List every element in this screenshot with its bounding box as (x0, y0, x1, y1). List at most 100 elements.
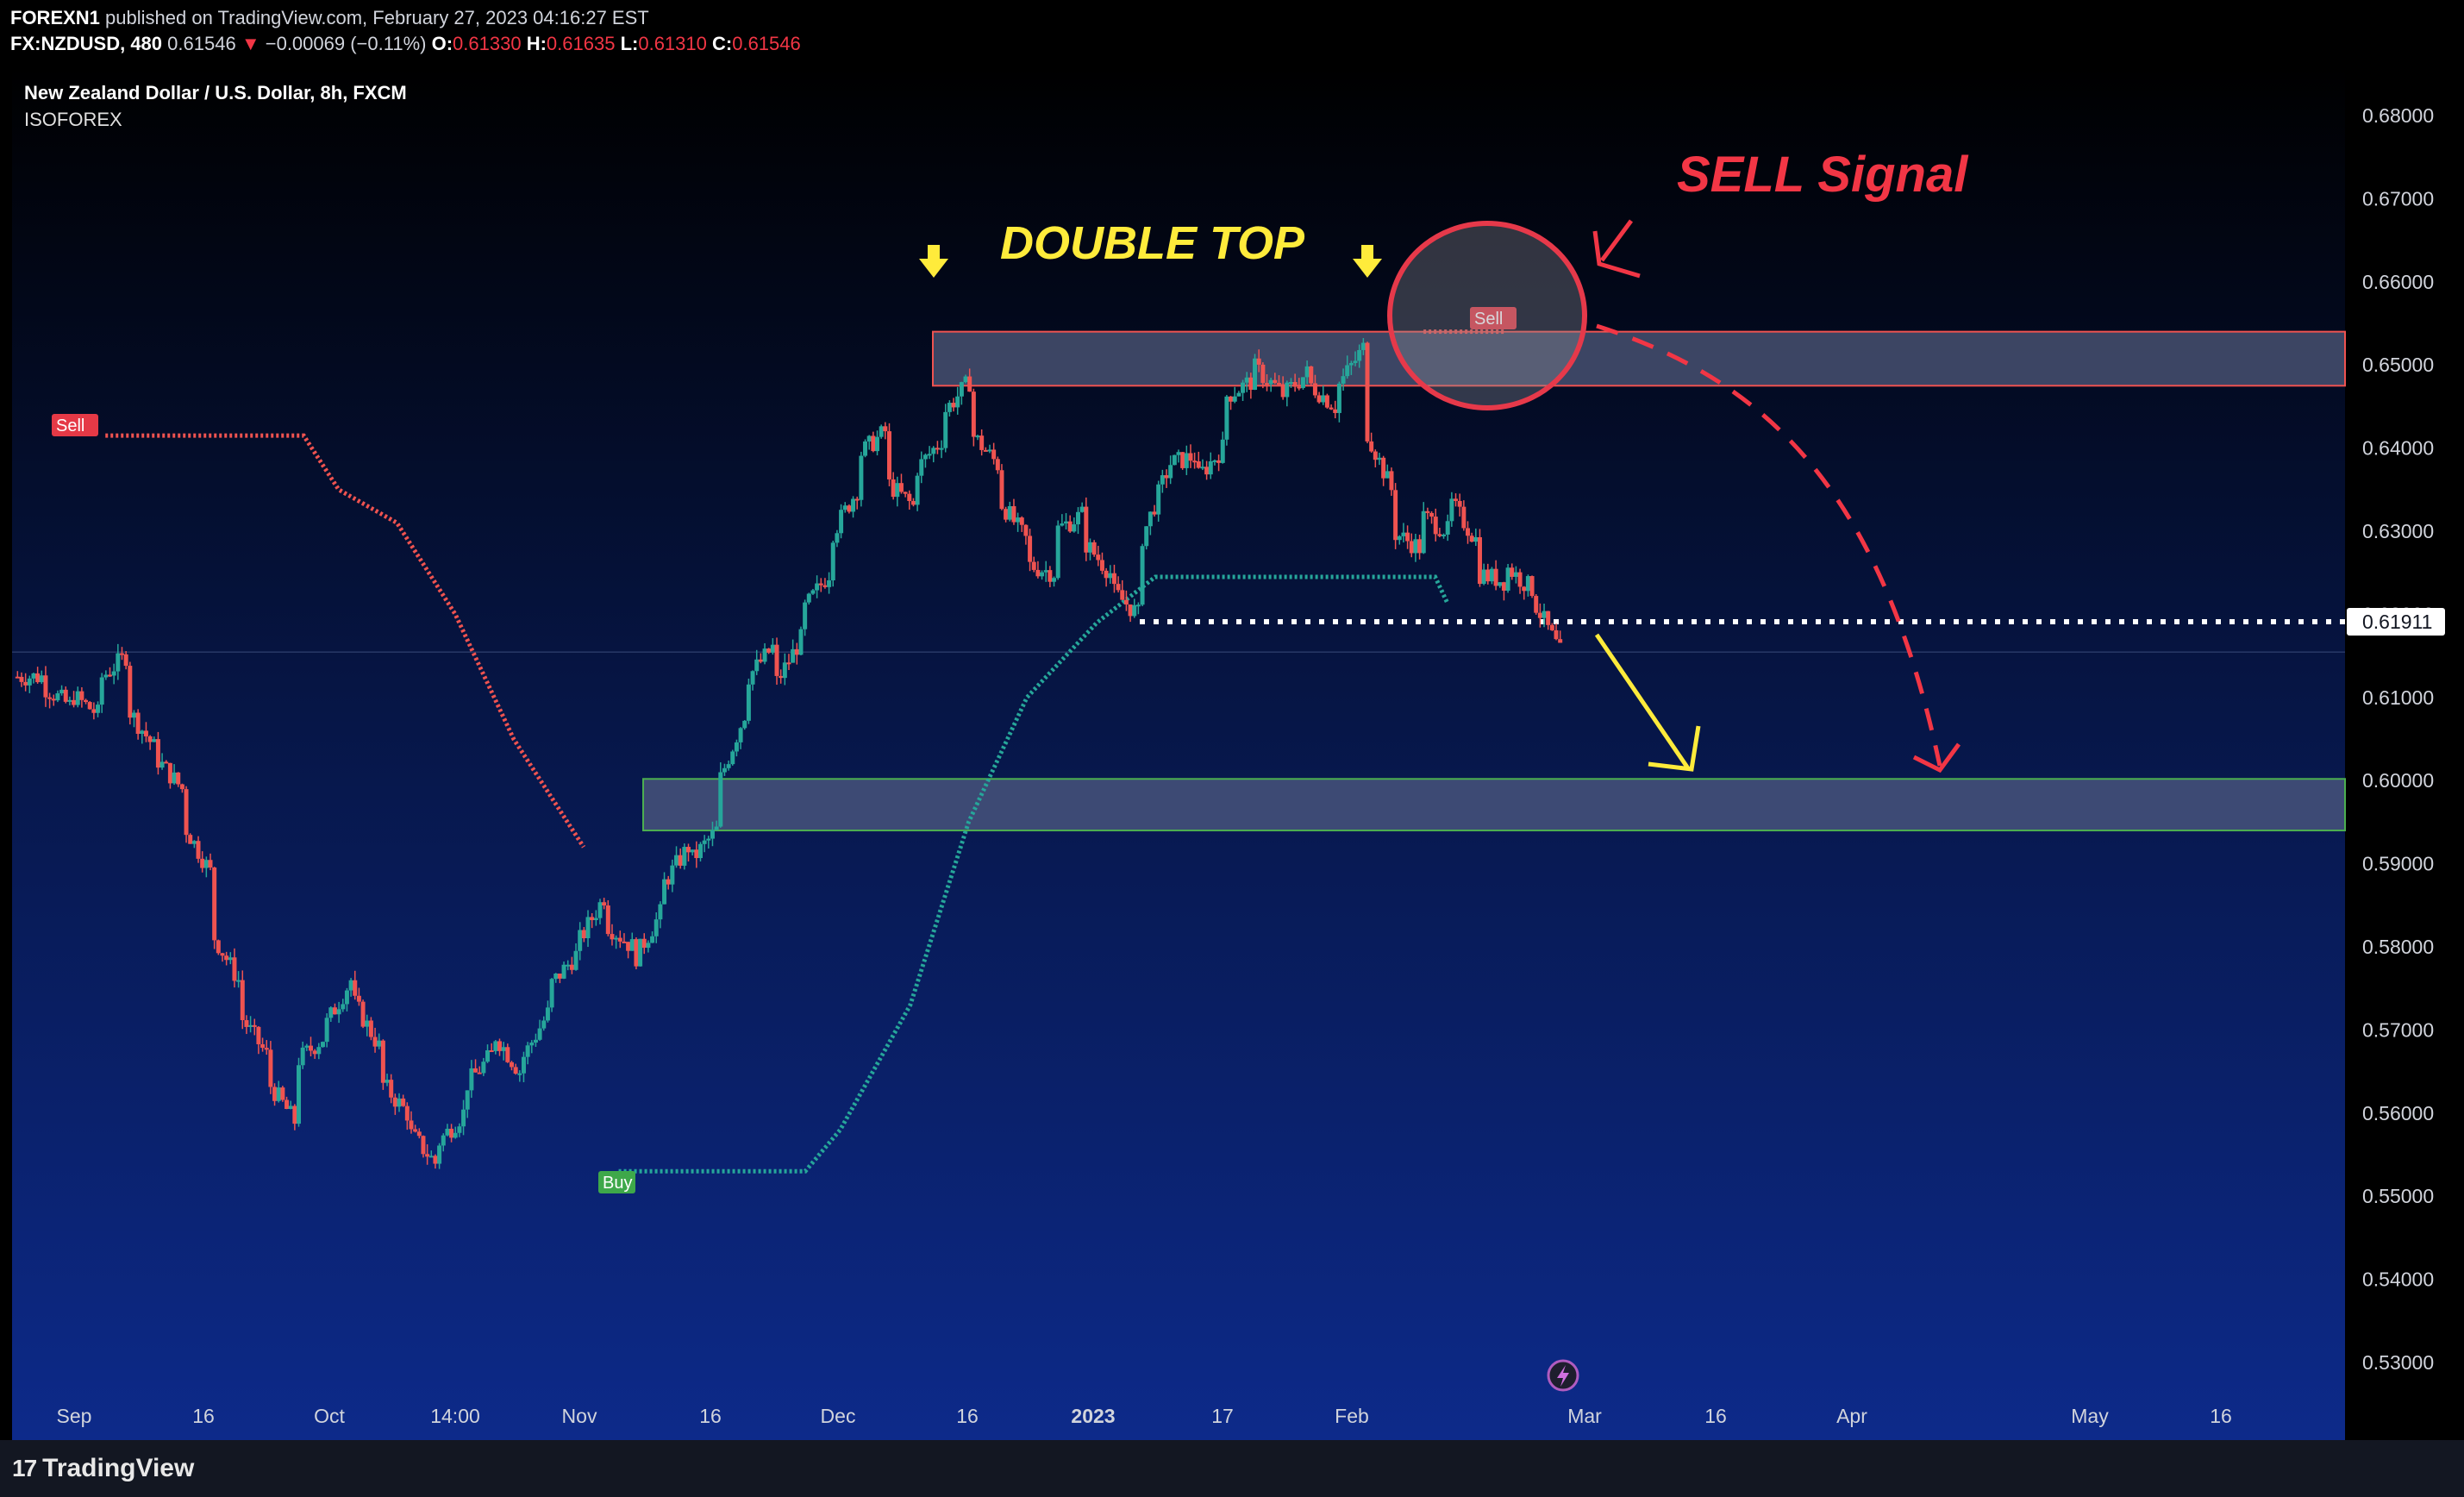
candle-body (1064, 521, 1069, 524)
candle-body (963, 376, 968, 383)
candle-body (1132, 604, 1137, 617)
candle-body (614, 937, 619, 940)
candle-body (389, 1080, 394, 1098)
candle-body (505, 1047, 510, 1062)
candle-body (1525, 576, 1530, 592)
lightning-icon[interactable] (1547, 1359, 1579, 1392)
candle-body (1489, 568, 1494, 582)
candle-body (43, 675, 48, 698)
candle-body (404, 1106, 410, 1121)
candle-body (1007, 505, 1012, 520)
candle-body (1316, 395, 1322, 403)
candle-body (1529, 576, 1535, 597)
candle-body (1433, 517, 1438, 535)
candle-body (268, 1049, 273, 1087)
candle-body (987, 449, 992, 452)
support-zone (642, 778, 2346, 832)
candle-body (453, 1132, 458, 1138)
candle-body (167, 762, 172, 784)
y-tick-label: 0.54000 (2362, 1268, 2434, 1291)
candle-body (119, 653, 124, 655)
candle-body (1144, 526, 1149, 547)
candle-body (827, 580, 832, 587)
candle-body (863, 441, 868, 456)
candle-body (79, 691, 84, 700)
x-tick-label: Apr (1836, 1405, 1867, 1427)
candle-body (1016, 517, 1021, 523)
candle-body (1360, 342, 1366, 350)
candle-body (779, 675, 784, 679)
price-chart[interactable]: Sell Buy Sell 0.68000 0.67000 0.66000 0.65000… (0, 67, 2464, 1440)
candle-body (758, 659, 763, 662)
candle-body (617, 937, 622, 942)
open-value: 0.61330 (453, 33, 522, 54)
candle-body (15, 676, 20, 679)
candle-body (1505, 567, 1510, 591)
candle-body (344, 990, 349, 1005)
candle-body (1273, 379, 1278, 384)
candle-body (566, 964, 571, 967)
candle-body (590, 917, 595, 921)
chart-canvas[interactable]: Sell Buy Sell 0.68000 0.67000 0.66000 0.65000… (0, 67, 2464, 1440)
candle-body (55, 692, 60, 701)
down-arrow-icon (1353, 245, 1382, 278)
candle-body (1542, 611, 1547, 618)
candle-body (1413, 539, 1418, 554)
candle-body (252, 1024, 257, 1027)
candle-body (517, 1073, 522, 1075)
candle-body (650, 936, 655, 943)
candle-body (67, 699, 72, 702)
candle-body (27, 678, 32, 686)
candle-body (545, 1007, 550, 1021)
candle-body (1445, 521, 1450, 535)
candle-body (1120, 590, 1125, 600)
publisher-name[interactable]: FOREXN1 (10, 7, 100, 28)
x-tick-label: Mar (1567, 1405, 1602, 1427)
tradingview-logo[interactable]: 17 TradingView (12, 1454, 194, 1483)
candle-body (654, 919, 659, 936)
low-value: 0.61310 (638, 33, 707, 54)
candle-body (774, 644, 779, 676)
candle-body (1216, 460, 1222, 463)
high-label: H: (526, 33, 547, 54)
candle-body (1401, 532, 1406, 536)
price-change: −0.00069 (−0.11%) (265, 33, 427, 54)
candle-body (822, 585, 828, 587)
candle-body (525, 1045, 530, 1057)
candle-body (770, 644, 775, 653)
candle-body (629, 939, 635, 951)
candle-body (276, 1087, 281, 1101)
x-tick-label: Feb (1335, 1405, 1369, 1427)
candle-body (798, 629, 804, 655)
candle-body (569, 964, 574, 970)
candle-body (1248, 377, 1254, 391)
candle-body (59, 689, 65, 693)
y-tick-label: 0.65000 (2362, 354, 2434, 376)
candle-body (19, 676, 24, 682)
candle-body (726, 764, 731, 768)
candle-body (605, 905, 610, 935)
candle-body (1180, 452, 1185, 468)
candle-body (1369, 441, 1374, 452)
candle-body (666, 879, 671, 885)
candle-body (413, 1129, 418, 1132)
candle-body (232, 957, 237, 981)
candle-body (658, 904, 663, 920)
publisher-line: FOREXN1 published on TradingView.com, Fe… (10, 7, 649, 29)
candle-body (244, 1020, 249, 1027)
candle-body (541, 1020, 547, 1029)
candle-body (791, 648, 796, 663)
candle-body (1389, 471, 1394, 491)
candle-body (111, 671, 116, 676)
candle-body (1457, 500, 1462, 507)
candle-body (449, 1128, 454, 1138)
buy-signal-tag: Buy (603, 1174, 632, 1193)
candle-body (1409, 541, 1414, 554)
chart-legend-title: New Zealand Dollar / U.S. Dollar, 8h, FX… (24, 82, 407, 103)
candle-body (839, 510, 844, 534)
candle-body (212, 868, 217, 941)
candle-body (626, 942, 631, 951)
candle-body (176, 772, 181, 785)
y-tick-label: 0.57000 (2362, 1018, 2434, 1041)
brand-name: TradingView (42, 1454, 195, 1482)
